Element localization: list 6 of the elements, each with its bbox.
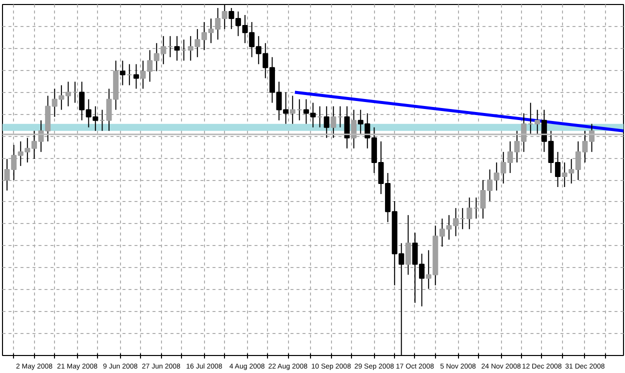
candlestick (324, 106, 330, 138)
candlestick (174, 36, 180, 62)
candlestick (120, 60, 126, 86)
candlestick (99, 109, 105, 132)
candlestick (344, 106, 350, 149)
candlestick (133, 64, 139, 90)
